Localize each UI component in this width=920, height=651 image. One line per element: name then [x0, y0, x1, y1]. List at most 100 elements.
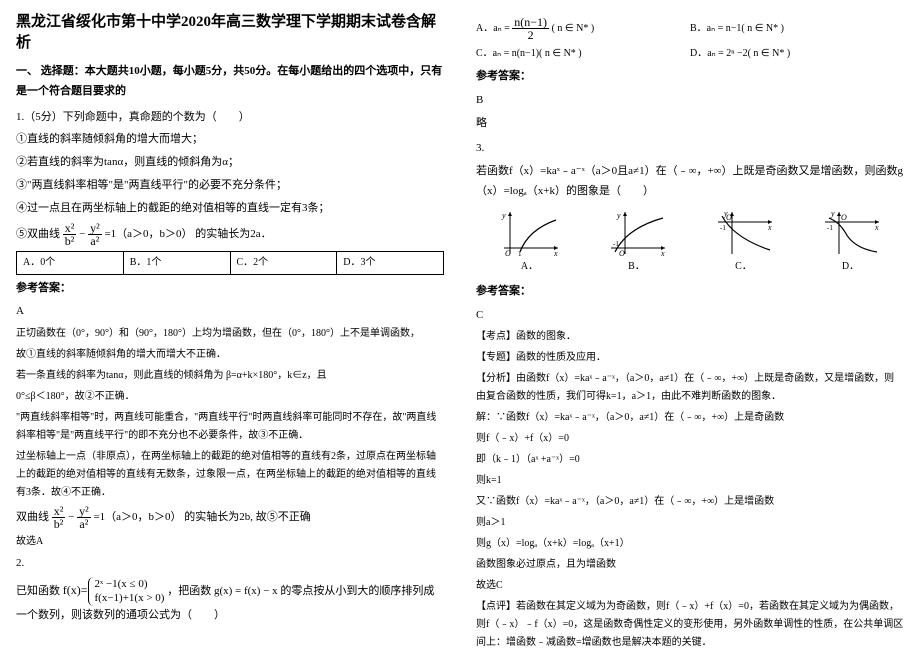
q3-s6: 则a＞1	[476, 514, 904, 532]
q3-s7: 则g（x）=logₐ（x+k）=logₐ（x+1）	[476, 535, 904, 553]
frac-num: x²	[63, 222, 77, 235]
q1-p3: ③"两直线斜率相等"是"两直线平行"的必要不充分条件；	[16, 176, 444, 196]
minus: −	[79, 228, 88, 240]
frac-den: b²	[52, 518, 66, 530]
ref-answer-label: 参考答案：	[16, 279, 444, 299]
opt-c: C．2个	[230, 251, 337, 274]
q3-answer: C	[476, 306, 904, 326]
q2-skip: 略	[476, 114, 904, 134]
svg-text:y: y	[830, 209, 835, 218]
frac-den: a²	[77, 518, 91, 530]
kd-text: 函数的图象．	[516, 331, 576, 342]
q1-stem: 1.（5分）下列命题中，真命题的个数为（ ）	[16, 108, 444, 128]
q1-p5: ⑤双曲线 x² b² − y² a² =1（a＞0，b＞0） 的实轴长为2a．	[16, 222, 444, 247]
opt-d: D．aₙ = 2ⁿ −2( n ∈ N* )	[690, 45, 904, 63]
q3-s3: 即（k﹣1）（aˣ +a⁻ˣ）=0	[476, 451, 904, 469]
kd-label: 【考点】	[476, 331, 516, 342]
q3-s1: 解：∵函数f（x）=kaˣ﹣a⁻ˣ，（a＞0，a≠1）在（﹣∞，+∞）上是奇函数	[476, 409, 904, 427]
section-text: 选择题：本大题共10小题，每小题5分，共50分。在每小题给出的四个选项中，只有是…	[16, 65, 442, 97]
svg-text:O: O	[505, 249, 511, 258]
graph-c: O x y -1 C．	[712, 208, 776, 276]
q3-kd: 【考点】函数的图象．	[476, 328, 904, 346]
q1-e5: "两直线斜率相等"时，两直线可能重合，"两直线平行"时两直线斜率可能同时不存在，…	[16, 409, 444, 445]
svg-text:-1: -1	[720, 224, 726, 232]
q1-e3: 若一条直线的斜率为tanα，则此直线的倾斜角为 β=α+k×180°，k∈z，且	[16, 367, 444, 385]
ref-answer-label: 参考答案：	[476, 282, 904, 302]
q3-s5: 又∵函数f（x）=kaˣ﹣a⁻ˣ，（a＞0，a≠1）在（﹣∞，+∞）上是增函数	[476, 493, 904, 511]
zt-text: 函数的性质及应用．	[516, 352, 606, 363]
case-2: f(x−1)+1(x > 0)	[95, 591, 165, 605]
zt-label: 【专题】	[476, 352, 516, 363]
q3-num: 3.	[476, 139, 904, 159]
frac-2: y² a²	[88, 222, 102, 247]
q1-e7-b: 的实轴长为2b, 故⑤不正确	[184, 511, 311, 523]
label-a: A．	[498, 258, 562, 276]
q1-e7: 双曲线 x² b² − y² a² =1（a＞0，b＞0） 的实轴长为2b, 故…	[16, 505, 444, 530]
log-graph-a-icon: O x y 1	[498, 208, 562, 258]
q1-p2: ②若直线的斜率为tanα，则直线的倾斜角为α；	[16, 153, 444, 173]
case-1: 2ˣ −1(x ≤ 0)	[95, 577, 165, 591]
q1-e8: 故选A	[16, 533, 444, 551]
q1-e2: 故①直线的斜率随倾斜角的增大而增大不正确．	[16, 346, 444, 364]
opt-d: D．3个	[337, 251, 444, 274]
frac-1: x² b²	[63, 222, 77, 247]
svg-text:y: y	[616, 211, 621, 220]
opt-a: A．0个	[17, 251, 124, 274]
opt-b: B．aₙ = n−1( n ∈ N* )	[690, 20, 904, 38]
graph-a: O x y 1 A．	[498, 208, 562, 276]
frac-3: x² b²	[52, 505, 66, 530]
opt-a-pre: A．	[476, 23, 493, 34]
q2-options-2: C．aₙ = n(n−1)( n ∈ N* ) D．aₙ = 2ⁿ −2( n …	[476, 45, 904, 63]
opt-c: C．aₙ = n(n−1)( n ∈ N* )	[476, 45, 690, 63]
frac-den: 2	[512, 29, 549, 41]
svg-text:x: x	[553, 249, 558, 258]
q1-p4: ④过一点且在两坐标轴上的截距的绝对值相等的直线一定有3条；	[16, 199, 444, 219]
graph-d: O x y -1 D．	[819, 208, 883, 276]
q1-options-table: A．0个 B．1个 C．2个 D．3个	[16, 251, 444, 275]
q1-e4: 0°≤β＜180°，故②不正确．	[16, 388, 444, 406]
q1-e1: 正切函数在（0°，90°）和（90°，180°）上均为增函数，但在（0°，180…	[16, 325, 444, 343]
q2-stem-a: 已知函数	[16, 585, 60, 597]
frac-num: y²	[88, 222, 102, 235]
q1-p5-a: ⑤双曲线	[16, 228, 60, 240]
q3-dp: 【点评】若函数在其定义域为为奇函数，则f（﹣x）+f（x）=0，若函数在其定义域…	[476, 598, 904, 651]
graph-b: O x y -1 B．	[605, 208, 669, 276]
opt-a: A．aₙ = n(n−1) 2 ( n ∈ N* )	[476, 16, 690, 41]
q2-answer: B	[476, 91, 904, 111]
q1-p5-b: =1（a＞0，b＞0）	[104, 228, 192, 240]
q2-options: A．aₙ = n(n−1) 2 ( n ∈ N* ) B．aₙ = n−1( n…	[476, 16, 904, 41]
q3-s8: 函数图象必过原点，且为增函数	[476, 556, 904, 574]
svg-text:O: O	[841, 213, 847, 222]
frac-4: y² a²	[77, 505, 91, 530]
log-graph-b-icon: O x y -1	[605, 208, 669, 258]
q1-p5-c: 的实轴长为2a．	[195, 228, 271, 240]
fx: f(x)=	[63, 580, 88, 602]
dp-text: 若函数在其定义域为为奇函数，则f（﹣x）+f（x）=0，若函数在其定义域为为偶函…	[476, 601, 903, 648]
frac-den: b²	[63, 235, 77, 247]
q1-p1: ①直线的斜率随倾斜角的增大而增大；	[16, 130, 444, 150]
q1-answer: A	[16, 302, 444, 322]
q3-s4: 则k=1	[476, 472, 904, 490]
svg-text:-1: -1	[827, 224, 833, 232]
fx-label: 【分析】	[476, 373, 516, 384]
q2-stem: 已知函数 f(x)= 2ˣ −1(x ≤ 0) f(x−1)+1(x > 0) …	[16, 577, 444, 625]
label-d: D．	[819, 258, 883, 276]
dp-label: 【点评】	[476, 601, 516, 612]
section-num: 一、	[16, 65, 38, 77]
log-graph-d-icon: O x y -1	[819, 208, 883, 258]
q2-num: 2.	[16, 554, 444, 574]
cases: 2ˣ −1(x ≤ 0) f(x−1)+1(x > 0)	[88, 577, 165, 606]
label-b: B．	[605, 258, 669, 276]
minus: −	[68, 511, 77, 523]
q3-fx: 【分析】由函数f（x）=kaˣ﹣a⁻ˣ，（a＞0，a≠1）在（﹣∞，+∞）上既是…	[476, 370, 904, 406]
svg-text:y: y	[501, 211, 506, 220]
page-title: 黑龙江省绥化市第十中学2020年高三数学理下学期期末试卷含解析	[16, 12, 444, 54]
svg-text:y: y	[723, 209, 728, 218]
fx-text: 由函数f（x）=kaˣ﹣a⁻ˣ，（a＞0，a≠1）在（﹣∞，+∞）上既是奇函数，…	[476, 373, 894, 402]
svg-text:x: x	[874, 223, 879, 232]
frac-a: n(n−1) 2	[512, 16, 549, 41]
frac-den: a²	[88, 235, 102, 247]
label-c: C．	[712, 258, 776, 276]
piecewise: f(x)= 2ˣ −1(x ≤ 0) f(x−1)+1(x > 0)	[63, 577, 165, 606]
section-1-head: 一、 选择题：本大题共10小题，每小题5分，共50分。在每小题给出的四个选项中，…	[16, 62, 444, 102]
